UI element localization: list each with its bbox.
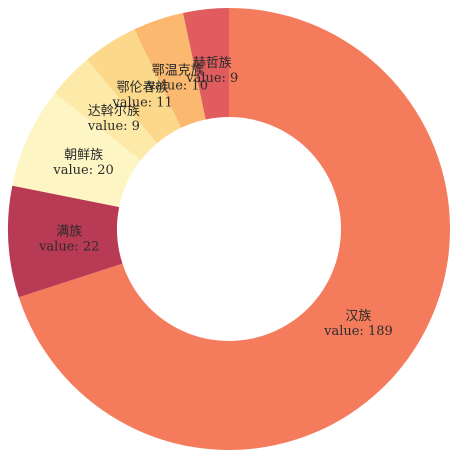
slice-5[interactable] [134,12,206,128]
slice-label-3: 达斡尔族 value: 9 [87,103,140,134]
slice-value-3: value: 9 [87,119,140,134]
slice-value-5: value: 10 [147,78,208,93]
slice-value-4: value: 11 [111,95,172,110]
slice-value-0: value: 189 [323,324,393,339]
slice-0[interactable] [18,8,451,450]
slice-name-6: 赫哲族 [193,55,232,71]
slice-label-6: 赫哲族 value: 9 [185,55,238,86]
slice-label-1: 满族 value: 22 [38,223,99,254]
slice-4[interactable] [86,29,182,144]
slice-value-2: value: 20 [52,163,113,178]
chart-slices [7,8,451,450]
slice-name-1: 满族 [56,223,82,239]
slice-label-4: 鄂伦春族 value: 11 [111,79,172,110]
slice-name-2: 朝鲜族 [64,147,103,163]
slice-1[interactable] [7,185,123,298]
slice-6[interactable] [183,8,229,120]
slice-value-6: value: 9 [185,71,238,86]
slice-name-3: 达斡尔族 [88,103,140,119]
slice-label-5: 鄂温克族 value: 10 [147,62,208,93]
slice-2[interactable] [12,92,141,207]
slice-name-4: 鄂伦春族 [117,79,169,95]
slice-3[interactable] [54,59,158,161]
slice-value-1: value: 22 [38,239,99,254]
slice-name-0: 汉族 [345,308,371,324]
slice-name-5: 鄂温克族 [152,62,204,78]
slice-label-2: 朝鲜族 value: 20 [52,147,113,178]
slice-label-0: 汉族 value: 189 [323,308,393,339]
